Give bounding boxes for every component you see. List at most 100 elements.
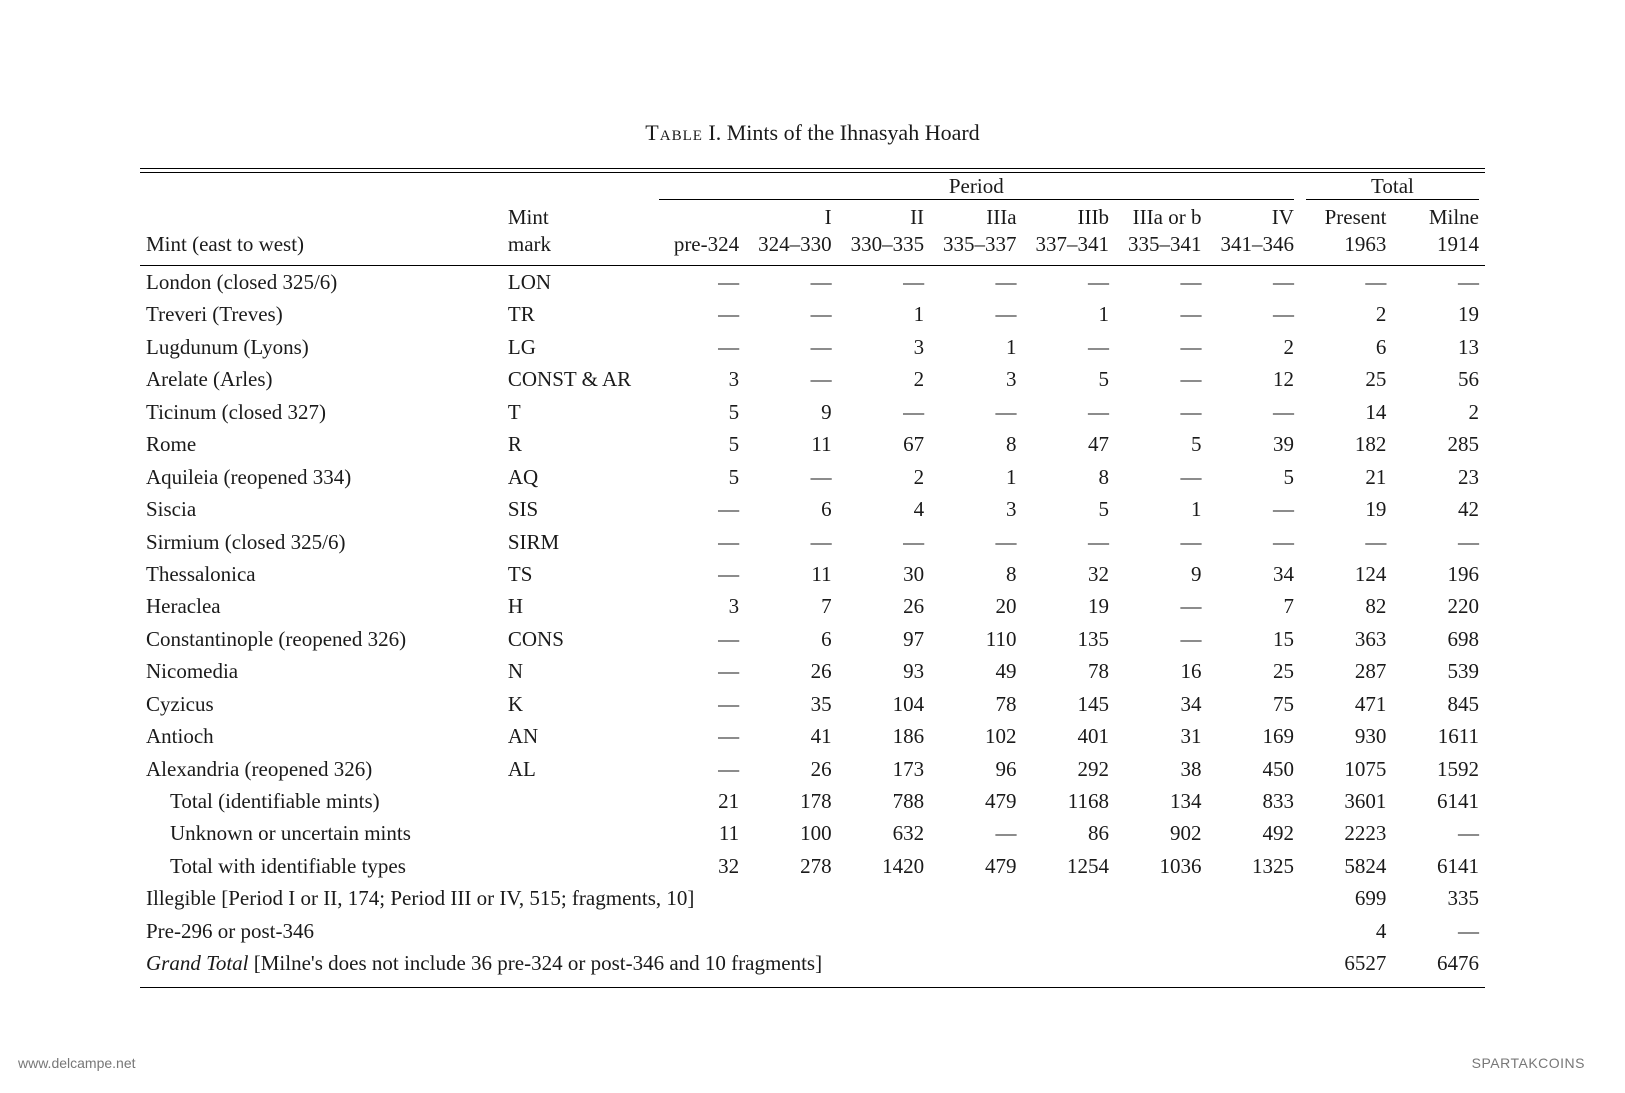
value-cell: 32 <box>653 850 745 882</box>
value-cell: 9 <box>1115 558 1207 590</box>
col-top: IIIa <box>930 204 1022 231</box>
value-cell: — <box>1207 298 1299 330</box>
value-cell: 833 <box>1207 785 1299 817</box>
value-cell: — <box>1023 331 1115 363</box>
value-cell: 3 <box>653 590 745 622</box>
total-cell: 220 <box>1392 590 1485 622</box>
total-group-header: Total <box>1300 173 1485 204</box>
value-cell: — <box>838 526 930 558</box>
total-cell: 1075 <box>1300 753 1392 785</box>
total-cell: 6476 <box>1392 947 1485 987</box>
total-cell: — <box>1392 266 1485 299</box>
value-cell: 3 <box>930 493 1022 525</box>
value-cell: 78 <box>1023 655 1115 687</box>
value-cell: 401 <box>1023 720 1115 752</box>
value-cell: — <box>1115 590 1207 622</box>
caption-rest: I. Mints of the Ihnasyah Hoard <box>703 120 980 145</box>
total-cell: 335 <box>1392 882 1485 914</box>
value-cell: 104 <box>838 688 930 720</box>
value-cell: 5 <box>1115 428 1207 460</box>
value-cell: 2 <box>1207 331 1299 363</box>
col-top: IV <box>1207 204 1299 231</box>
value-cell: 6 <box>745 623 837 655</box>
total-cell: 845 <box>1392 688 1485 720</box>
value-cell: 6 <box>745 493 837 525</box>
mints-table: Period Total Mint I II IIIa IIIb IIIa or… <box>140 173 1485 988</box>
col-bot: 324–330 <box>745 231 837 266</box>
total-cell: 285 <box>1392 428 1485 460</box>
col-top <box>653 204 745 231</box>
value-cell: — <box>653 526 745 558</box>
value-cell: — <box>1115 363 1207 395</box>
value-cell: 632 <box>838 817 930 849</box>
value-cell: — <box>1115 623 1207 655</box>
watermark-right: SPARTAKCOINS <box>1472 1055 1585 1071</box>
value-cell: 1036 <box>1115 850 1207 882</box>
value-cell: 2 <box>838 461 930 493</box>
value-cell: 31 <box>1115 720 1207 752</box>
mint-cell: Nicomedia <box>140 655 502 687</box>
mint-cell: Heraclea <box>140 590 502 622</box>
table-row: Constantinople (reopened 326)CONS—697110… <box>140 623 1485 655</box>
span-label: Illegible [Period I or II, 174; Period I… <box>140 882 1300 914</box>
blank-head <box>140 204 502 231</box>
value-cell: 11 <box>653 817 745 849</box>
mint-cell: Unknown or uncertain mints <box>140 817 502 849</box>
value-cell: 32 <box>1023 558 1115 590</box>
value-cell: — <box>1115 461 1207 493</box>
mint-cell: Constantinople (reopened 326) <box>140 623 502 655</box>
span-row: Pre-296 or post-3464— <box>140 915 1485 947</box>
table-row: NicomediaN—269349781625287539 <box>140 655 1485 687</box>
mintmark-cell: H <box>502 590 653 622</box>
col-top: IIIb <box>1023 204 1115 231</box>
mintmark-cell: T <box>502 396 653 428</box>
value-cell: — <box>653 623 745 655</box>
value-cell: — <box>653 720 745 752</box>
mint-cell: Sirmium (closed 325/6) <box>140 526 502 558</box>
value-cell: 178 <box>745 785 837 817</box>
value-cell: 450 <box>1207 753 1299 785</box>
mint-cell: Thessalonica <box>140 558 502 590</box>
value-cell: 19 <box>1023 590 1115 622</box>
total-cell: — <box>1300 266 1392 299</box>
value-cell: — <box>1115 266 1207 299</box>
table-row: AntiochAN—41186102401311699301611 <box>140 720 1485 752</box>
value-cell: 5 <box>653 461 745 493</box>
value-cell: — <box>745 266 837 299</box>
mint-cell: Arelate (Arles) <box>140 363 502 395</box>
table-row: Ticinum (closed 327)T59—————142 <box>140 396 1485 428</box>
value-cell: 96 <box>930 753 1022 785</box>
value-cell: — <box>930 396 1022 428</box>
span-row: Illegible [Period I or II, 174; Period I… <box>140 882 1485 914</box>
mint-cell: Total (identifiable mints) <box>140 785 502 817</box>
total-cell: 2223 <box>1300 817 1392 849</box>
value-cell: 8 <box>930 558 1022 590</box>
value-cell: — <box>745 461 837 493</box>
mintmark-head-top: Mint <box>502 204 653 231</box>
total-cell: — <box>1392 526 1485 558</box>
total-col-bot: 1963 <box>1300 231 1392 266</box>
total-col-bot: 1914 <box>1392 231 1485 266</box>
mintmark-cell: LG <box>502 331 653 363</box>
total-cell: 23 <box>1392 461 1485 493</box>
value-cell: 11 <box>745 428 837 460</box>
mintmark-cell: AQ <box>502 461 653 493</box>
table-row: Alexandria (reopened 326)AL—261739629238… <box>140 753 1485 785</box>
value-cell: 38 <box>1115 753 1207 785</box>
table-row: Total (identifiable mints)21178788479116… <box>140 785 1485 817</box>
total-cell: 3601 <box>1300 785 1392 817</box>
table-row: SisciaSIS—64351—1942 <box>140 493 1485 525</box>
table-row: Total with identifiable types32278142047… <box>140 850 1485 882</box>
total-cell: 698 <box>1392 623 1485 655</box>
table-row: Treveri (Treves)TR——1—1——219 <box>140 298 1485 330</box>
value-cell: 110 <box>930 623 1022 655</box>
value-cell: 902 <box>1115 817 1207 849</box>
value-cell: 34 <box>1115 688 1207 720</box>
value-cell: — <box>1115 298 1207 330</box>
value-cell: 1325 <box>1207 850 1299 882</box>
value-cell: 75 <box>1207 688 1299 720</box>
total-cell: 4 <box>1300 915 1392 947</box>
total-cell: 2 <box>1300 298 1392 330</box>
mint-cell: Treveri (Treves) <box>140 298 502 330</box>
mint-cell: London (closed 325/6) <box>140 266 502 299</box>
